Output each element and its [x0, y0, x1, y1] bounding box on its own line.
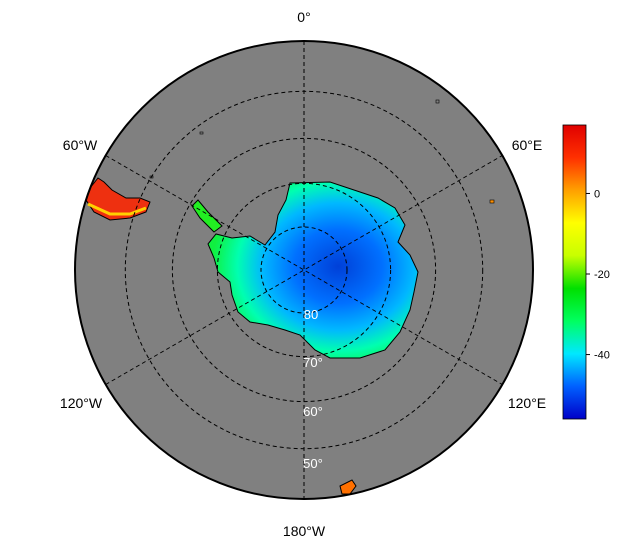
meridian-120 [105, 155, 503, 385]
antarctica-continent [207, 181, 419, 359]
colorbar-tick-label: -20 [594, 269, 610, 281]
colorbar-tick-label: -40 [594, 350, 610, 362]
colorbar: 0 -20 -40 [562, 124, 610, 420]
antarctic-peninsula [191, 199, 223, 233]
land-layer [85, 41, 503, 499]
lon-label-60w: 60°W [63, 137, 98, 153]
colorbar-tick-label: 0 [594, 188, 600, 200]
new-zealand-island [339, 479, 357, 495]
lat-label-80: 80 [304, 307, 318, 322]
lon-label-60e: 60°E [512, 137, 543, 153]
south-america-coast-band [87, 202, 147, 216]
lon-label-120e: 120°E [508, 395, 546, 411]
island [435, 99, 440, 104]
lat-label-60: 60° [303, 404, 323, 419]
lat-label-50: 50° [303, 456, 323, 471]
map-border [74, 40, 534, 500]
island [489, 199, 495, 204]
lon-label-120w: 120°W [60, 395, 103, 411]
latitude-circle-80 [260, 226, 348, 314]
lon-label-0: 0° [297, 9, 310, 25]
colorbar-gradient [562, 124, 587, 420]
lat-label-70: 70° [303, 355, 323, 370]
graticule [105, 41, 503, 499]
island [199, 131, 204, 135]
colorbar-ticks: 0 -20 -40 [586, 188, 610, 362]
lon-label-180: 180°W [283, 523, 326, 539]
meridian-60 [105, 155, 503, 385]
